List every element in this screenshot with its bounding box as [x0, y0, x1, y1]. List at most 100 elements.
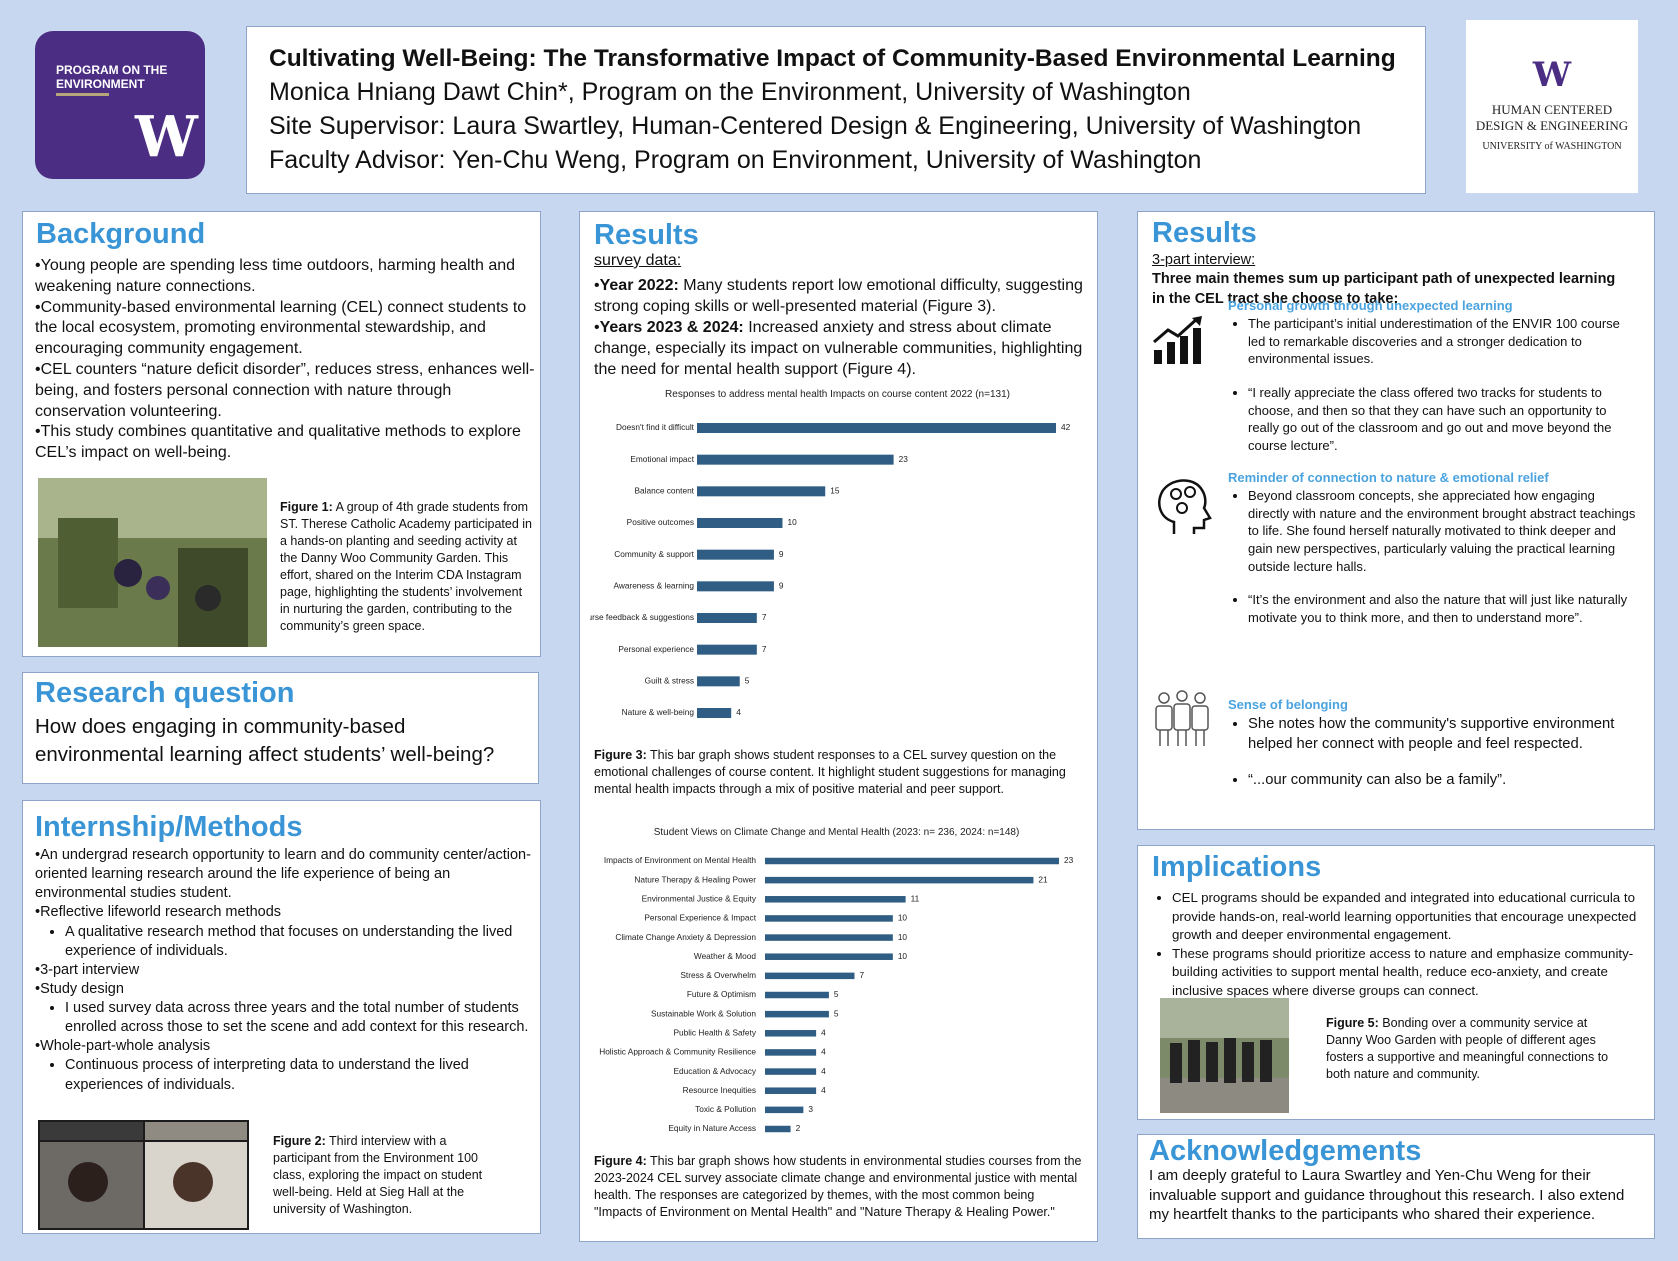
method-subitem: I used survey data across three years an… — [65, 999, 535, 1037]
data-label: 15 — [830, 486, 840, 496]
data-label: 5 — [834, 1008, 839, 1018]
theme-title: Personal growth through unexpected learn… — [1228, 298, 1513, 313]
chart-title: Student Views on Climate Change and Ment… — [654, 827, 1020, 838]
growth-icon — [1153, 316, 1202, 364]
implications-panel: Implications CEL programs should be expa… — [1137, 845, 1655, 1120]
theme-point: “I really appreciate the class offered t… — [1248, 384, 1638, 455]
poster-title: Cultivating Well-Being: The Transformati… — [269, 45, 1396, 72]
data-label: 23 — [1064, 855, 1074, 865]
category-label: Nature Therapy & Healing Power — [634, 874, 756, 884]
method-text: Study design — [40, 980, 124, 997]
category-label: Future & Optimism — [687, 989, 756, 999]
data-label: 4 — [821, 1047, 826, 1057]
acknowledgements-panel: Acknowledgements I am deeply grateful to… — [1137, 1134, 1655, 1239]
data-label: 4 — [821, 1066, 826, 1076]
results-survey-panel: Results survey data: Year 2022: Many stu… — [579, 211, 1098, 1242]
data-label: 4 — [736, 707, 741, 717]
data-label: 10 — [898, 913, 908, 923]
method-subitem: A qualitative research method that focus… — [65, 923, 535, 961]
bar — [765, 1068, 817, 1075]
heading: Background — [36, 218, 206, 250]
figure-label: Figure 5: — [1326, 1016, 1379, 1030]
method-item: Whole-part-whole analysis — [35, 1037, 535, 1056]
heading: Results — [594, 219, 699, 251]
data-label: 9 — [779, 549, 784, 559]
bar — [765, 857, 1059, 865]
method-item: An undergrad research opportunity to lea… — [35, 846, 535, 903]
category-label: Weather & Mood — [694, 951, 756, 961]
heading: Research question — [35, 677, 295, 709]
paragraph: CEL counters “nature deficit disorder”, … — [35, 360, 535, 422]
category-label: Climate Change Anxiety & Depression — [615, 932, 756, 942]
data-label: 42 — [1061, 422, 1071, 432]
methods-panel: Internship/Methods An undergrad research… — [22, 800, 541, 1234]
photo-interview — [38, 1120, 249, 1230]
data-label: 7 — [859, 970, 864, 980]
people-icon — [1155, 690, 1209, 746]
paragraphs: Young people are spending less time outd… — [35, 256, 535, 464]
category-label: Environmental Justice & Equity — [642, 893, 757, 903]
bar — [765, 972, 855, 980]
heading: Implications — [1152, 851, 1322, 883]
bar — [765, 1049, 817, 1056]
data-label: 10 — [787, 517, 797, 527]
theme: Reminder of connection to nature & emoti… — [1228, 470, 1638, 643]
acknowledgement-text: I am deeply grateful to Laura Swartley a… — [1149, 1167, 1625, 1223]
category-label: Positive outcomes — [627, 517, 694, 527]
logo-rule — [56, 93, 109, 96]
figure-caption: Figure 1: A group of 4th grade students … — [280, 499, 533, 635]
data-label: 21 — [1038, 874, 1048, 884]
bar — [697, 581, 774, 592]
theme-point: “It’s the environment and also the natur… — [1248, 591, 1638, 626]
bar — [697, 518, 783, 528]
bar — [697, 708, 732, 718]
data-label: 11 — [911, 893, 920, 903]
data-label: 5 — [834, 989, 839, 999]
method-text: Reflective lifeworld research methods — [40, 904, 282, 921]
heading: Results — [1152, 217, 1257, 249]
category-label: Emotional impact — [630, 454, 694, 464]
method-item: Study design — [35, 980, 535, 999]
data-label: 23 — [899, 454, 909, 464]
data-label: 3 — [808, 1104, 813, 1114]
implications-list: CEL programs should be expanded and inte… — [1152, 889, 1642, 1001]
paragraph: Community-based environmental learning (… — [35, 298, 535, 360]
figure-caption: Figure 3: This bar graph shows student r… — [594, 747, 1084, 798]
category-label: Holistic Approach & Community Resilience — [599, 1047, 756, 1057]
category-label: Toxic & Pollution — [695, 1104, 756, 1114]
author-line: Site Supervisor: Laura Swartley, Human-C… — [269, 111, 1362, 140]
bar — [765, 915, 893, 922]
figure-label: Figure 2: — [273, 1134, 326, 1148]
method-item: Reflective lifeworld research methods — [35, 903, 535, 922]
category-label: Personal experience — [618, 644, 694, 654]
category-label: Doesn't find it difficult — [616, 422, 695, 432]
data-label: 5 — [745, 676, 750, 686]
photo-group — [1160, 998, 1289, 1113]
category-label: Resource Inequities — [683, 1085, 756, 1095]
chart: Student Views on Climate Change and Ment… — [599, 827, 1074, 1133]
hcde-university: UNIVERSITY of WASHINGTON — [1482, 141, 1622, 153]
category-label: Guilt & stress — [645, 676, 694, 686]
background-panel: Background Young people are spending les… — [22, 211, 541, 657]
figure-label: Figure 3: — [594, 748, 647, 762]
data-label: 4 — [821, 1085, 826, 1095]
theme: Sense of belonging She notes how the comm… — [1228, 697, 1638, 806]
photo-garden — [38, 478, 267, 647]
category-label: Public Health & Safety — [673, 1027, 756, 1037]
category-label: Sustainable Work & Solution — [651, 1008, 756, 1018]
data-label: 7 — [762, 644, 767, 654]
category-label: Impacts of Environment on Mental Health — [604, 855, 757, 865]
data-label: 10 — [898, 951, 908, 961]
category-label: Stress & Overwhelm — [680, 970, 756, 980]
method-sublist: I used survey data across three years an… — [35, 999, 535, 1037]
figure-caption: Figure 2: Third interview with a partici… — [273, 1133, 493, 1218]
bar — [697, 549, 774, 560]
bar — [765, 991, 829, 999]
hcde-name: HUMAN CENTERED DESIGN & ENGINEERING — [1475, 102, 1629, 133]
paragraph-text: Community-based environmental learning (… — [35, 298, 527, 358]
theme-point: “...our community can also be a family”. — [1248, 770, 1638, 790]
findings: Year 2022: Many students report low emot… — [594, 275, 1094, 381]
method-sublist: Continuous process of interpreting data … — [35, 1056, 535, 1094]
finding: Years 2023 & 2024: Increased anxiety and… — [594, 317, 1094, 380]
